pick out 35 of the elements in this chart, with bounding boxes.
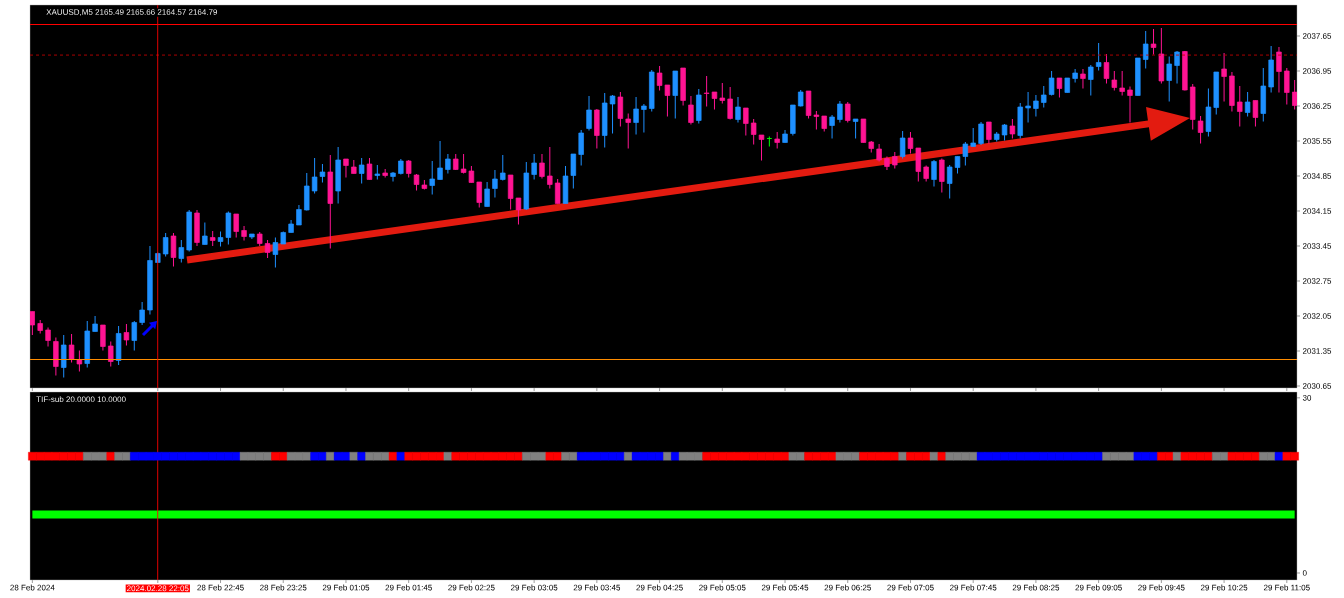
x-tick-label: 29 Feb 03:45 — [573, 584, 621, 591]
x-tick-label: 29 Feb 04:25 — [636, 584, 683, 591]
x-tick-label: 29 Feb 01:05 — [322, 584, 370, 591]
y-tick-label: 2030.65 — [1302, 383, 1332, 389]
x-tick-label: 29 Feb 09:45 — [1138, 584, 1185, 591]
x-tick-label: 28 Feb 23:25 — [260, 584, 307, 591]
chart-title: XAUUSD,M5 2165.49 2165.66 2164.57 2164.79 — [46, 9, 218, 16]
y-tick-label: 2034.85 — [1302, 173, 1332, 179]
y-tick-label: 2035.55 — [1302, 138, 1332, 144]
y-tick-label: 2036.95 — [1302, 68, 1332, 74]
x-tick-label: 29 Feb 06:25 — [824, 584, 871, 591]
x-tick-label: 29 Feb 08:25 — [1012, 584, 1060, 591]
y-tick-label: 2032.75 — [1302, 278, 1332, 284]
x-tick-label: 29 Feb 10:25 — [1200, 584, 1248, 591]
x-tick-label: 29 Feb 02:25 — [448, 584, 495, 591]
chart-title: TIF-sub 20.0000 10.0000 — [36, 396, 126, 403]
x-tick-label: 29 Feb 03:05 — [510, 584, 558, 591]
x-tick-label: 28 Feb 22:45 — [197, 584, 244, 591]
x-tick-label: 29 Feb 05:05 — [699, 584, 746, 591]
x-tick-label: 29 Feb 07:05 — [887, 584, 934, 591]
y-tick-label: 2037.65 — [1302, 33, 1332, 39]
x-tick-label: 2024.02.28 22:05 — [127, 585, 189, 592]
y-tick-label: 30 — [1302, 395, 1312, 401]
y-tick-label: 0 — [1302, 570, 1307, 576]
x-tick-label: 29 Feb 05:45 — [761, 584, 809, 591]
x-tick-label: 29 Feb 09:05 — [1075, 584, 1122, 591]
x-tick-label: 29 Feb 11:05 — [1263, 584, 1310, 591]
y-tick-label: 2034.15 — [1302, 208, 1332, 214]
y-tick-label: 2031.35 — [1302, 348, 1332, 354]
y-tick-label: 2033.45 — [1302, 243, 1332, 249]
x-tick-label: 28 Feb 2024 — [10, 584, 55, 591]
y-tick-label: 2032.05 — [1302, 313, 1332, 319]
x-tick-label: 29 Feb 01:45 — [385, 584, 432, 591]
x-tick-label: 29 Feb 07:45 — [950, 584, 997, 591]
y-tick-label: 2036.25 — [1302, 103, 1332, 109]
